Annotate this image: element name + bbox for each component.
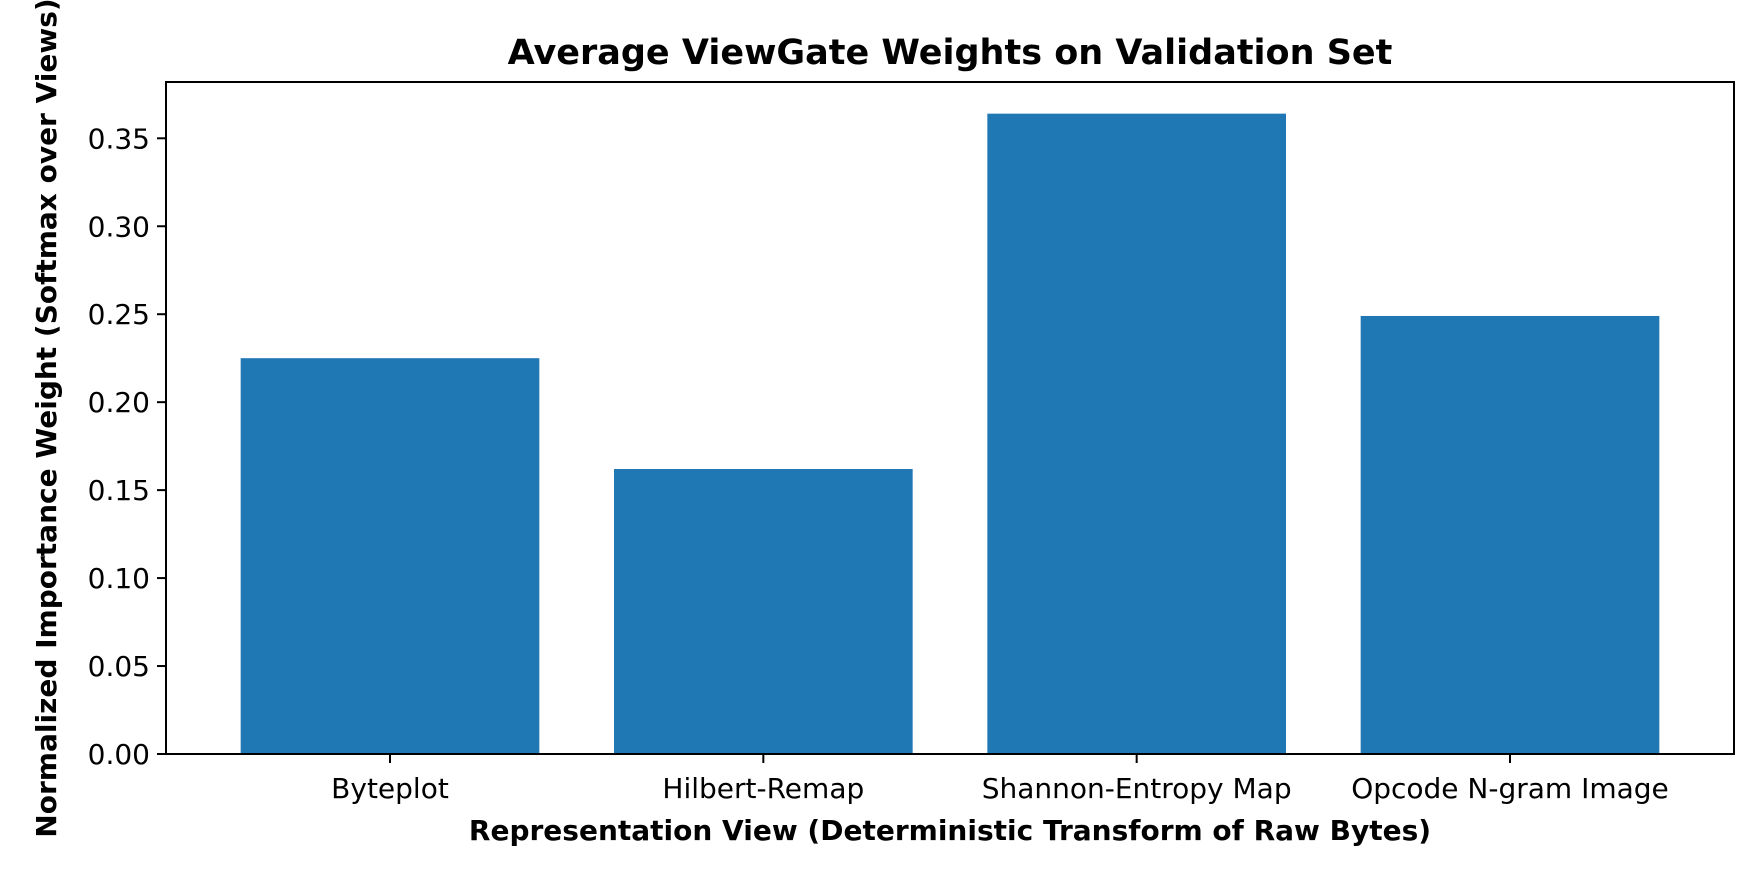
x-tick-label-1: Hilbert-Remap [662,772,864,805]
x-axis-label: Representation View (Deterministic Trans… [469,814,1431,847]
x-axis: Byteplot Hilbert-Remap Shannon-Entropy Map… [331,754,1669,805]
y-axis-label: Normalized Importance Weight (Softmax ov… [30,0,63,838]
y-tick-label-4: 0.20 [88,386,150,419]
y-tick-label-1: 0.05 [88,650,150,683]
bar-0 [240,358,540,754]
plot-frame [165,81,1735,755]
y-tick-label-3: 0.15 [88,474,150,507]
y-tick-label-2: 0.10 [88,562,150,595]
y-tick-label-7: 0.35 [88,122,150,155]
bar-3 [1360,315,1660,754]
x-tick-label-0: Byteplot [331,772,449,805]
x-tick-label-2: Shannon-Entropy Map [982,772,1292,805]
y-tick-label-5: 0.25 [88,298,150,331]
y-tick-label-0: 0.00 [88,738,150,771]
x-tick-label-3: Opcode N-gram Image [1351,772,1669,805]
bars-group [240,113,1660,755]
y-axis: 0.00 0.05 0.10 0.15 0.20 0.25 0.30 0.35 [88,122,166,771]
y-tick-label-6: 0.30 [88,210,150,243]
chart-title: Average ViewGate Weights on Validation S… [508,33,1393,73]
bar-1 [614,469,913,754]
bar-2 [987,113,1286,755]
